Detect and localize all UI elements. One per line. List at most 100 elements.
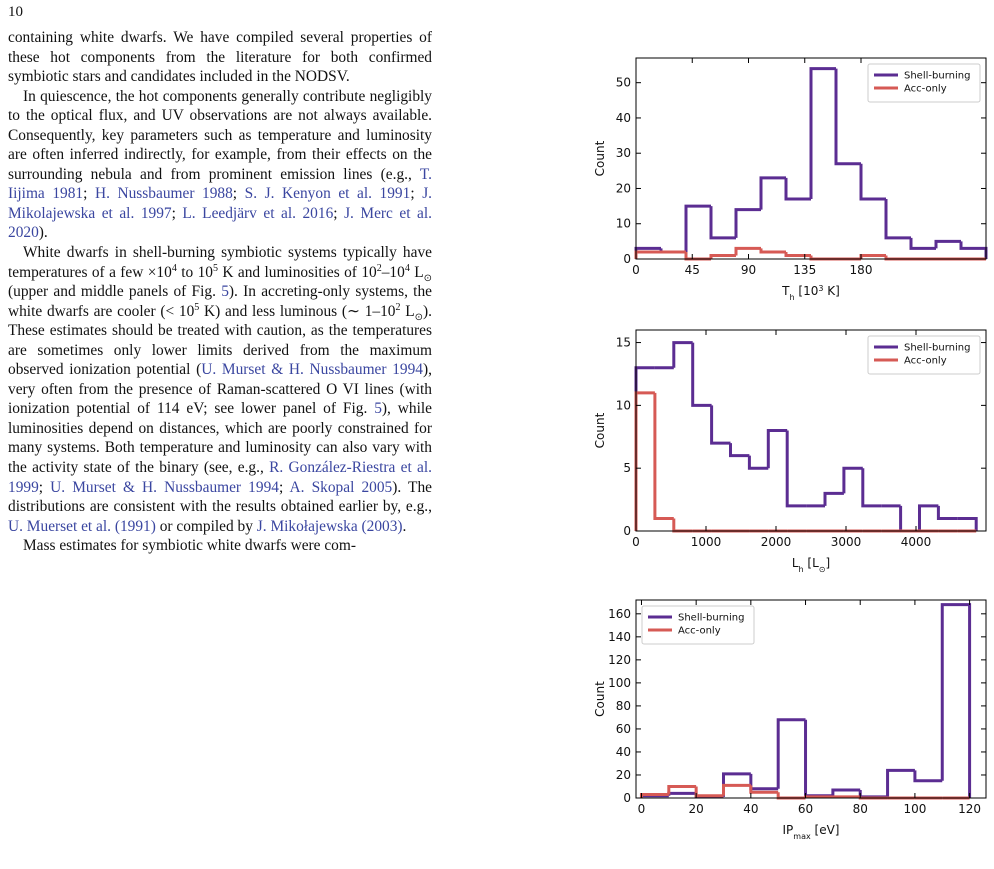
y-tick-label: 120 — [608, 653, 631, 667]
y-tick-label: 100 — [608, 676, 631, 690]
y-tick-label: 0 — [623, 252, 631, 266]
text-run: ; — [38, 478, 51, 496]
text-run: 5 — [194, 301, 200, 313]
text-run: ; — [83, 185, 95, 203]
citation[interactable]: 5 — [374, 400, 382, 418]
histogram-step — [957, 516, 978, 531]
y-tick-label: 140 — [608, 630, 631, 644]
histogram-step — [809, 255, 836, 261]
histogram-step — [734, 208, 761, 238]
histogram-step — [823, 491, 844, 506]
y-axis-label: Count — [593, 140, 607, 176]
text-run: containing white dwarfs. We have compile… — [8, 29, 432, 86]
histogram-step — [672, 341, 693, 368]
x-axis-label-part: h — [790, 293, 795, 302]
histogram-step — [884, 199, 911, 240]
citation[interactable]: A. Skopal 2005 — [289, 478, 393, 496]
x-axis-label-part: IP — [783, 823, 794, 837]
legend: Shell-burning Acc-only — [867, 335, 981, 375]
histogram-step — [759, 248, 786, 254]
x-axis-label-part: [10 — [795, 284, 819, 298]
text-run: ), very often from the presence of Raman… — [8, 361, 432, 418]
x-tick-label: 135 — [793, 263, 816, 277]
citation[interactable]: L. Leedjärv et al. 2016 — [182, 204, 334, 222]
x-tick-label: 0 — [632, 263, 640, 277]
text-run: White dwarfs in shell-burning symbiotic … — [8, 244, 432, 281]
citation[interactable]: U. Murset & H. Nussbaumer 1994 — [201, 361, 423, 379]
y-tick-label: 40 — [616, 745, 631, 759]
histogram-step — [804, 719, 833, 798]
citation[interactable]: J. Mikołajewska (2003) — [256, 517, 403, 535]
histogram-step — [785, 430, 807, 508]
citation[interactable]: T. Iijima 1981 — [8, 165, 432, 203]
x-axis-label-part: max — [793, 832, 811, 841]
histogram-step — [694, 786, 724, 798]
y-tick-label: 50 — [616, 76, 631, 90]
histogram-step — [909, 237, 936, 250]
text-run: ; — [232, 185, 245, 203]
x-tick-label: 0 — [638, 802, 646, 816]
text-run: . — [402, 517, 407, 535]
x-axis-label-part: h — [799, 565, 804, 574]
histogram-step — [653, 392, 674, 520]
histogram-step — [784, 177, 811, 201]
text-run: (upper and middle panels of Fig. — [8, 283, 222, 301]
histogram-step — [884, 255, 911, 261]
x-axis-label-part: L — [792, 556, 799, 570]
text-run: –10 — [381, 263, 405, 281]
x-tick-label: 45 — [685, 263, 700, 277]
citation[interactable]: U. Murset & H. Nussbaumer 1994 — [50, 478, 279, 496]
y-tick-label: 10 — [616, 217, 631, 231]
legend-label: Shell-burning — [904, 71, 970, 82]
text-run: 2 — [395, 301, 401, 313]
histogram-step — [859, 253, 886, 259]
citation[interactable]: S. J. Kenyon et al. 1991 — [244, 185, 411, 203]
histogram-step — [809, 67, 836, 200]
x-tick-label: 180 — [850, 263, 873, 277]
legend-label: Shell-burning — [678, 613, 744, 624]
x-axis-label: IPmax [eV] — [783, 823, 840, 841]
citation[interactable]: H. Nussbaumer 1988 — [94, 185, 233, 203]
x-tick-label: 100 — [903, 802, 926, 816]
x-tick-label: 20 — [689, 802, 704, 816]
x-tick-label: 80 — [853, 802, 868, 816]
text-run: or compiled by — [155, 517, 257, 535]
histogram-step — [734, 246, 761, 256]
text-run: 5 — [212, 262, 218, 274]
citation[interactable]: U. Muerset et al. (1991) — [8, 517, 156, 535]
x-axis-label-part: ] — [825, 556, 830, 570]
x-tick-label: 40 — [743, 802, 758, 816]
plot-frame — [635, 57, 987, 260]
x-axis-label-part: K] — [823, 284, 839, 298]
histogram-step — [729, 443, 750, 458]
text-run: ; — [278, 478, 290, 496]
citation[interactable]: J. Mikolajewska et al. 1997 — [8, 185, 433, 222]
histogram-step — [934, 239, 961, 249]
y-axis-label: Count — [593, 681, 607, 717]
histogram-step — [842, 466, 863, 494]
x-axis-label: Th [103 K] — [781, 284, 840, 302]
x-tick-label: 0 — [632, 535, 640, 549]
citation[interactable]: J. Merc et al. 2020 — [8, 204, 432, 242]
paragraph: In quiescence, the hot components genera… — [8, 87, 432, 243]
histogram-step — [861, 468, 882, 508]
text-run: 2 — [376, 262, 382, 274]
y-tick-label: 20 — [616, 181, 631, 195]
histogram-step — [722, 783, 751, 796]
text-run: 4 — [171, 262, 177, 274]
y-tick-label: 30 — [616, 146, 631, 160]
citation[interactable]: R. González-Riestra et al. 1999 — [8, 459, 432, 496]
text-run: ). In accreting-only systems, the white … — [8, 283, 432, 320]
body-text: containing white dwarfs. We have compile… — [8, 28, 432, 556]
citation[interactable]: 5 — [221, 283, 229, 301]
text-run: In quiescence, the hot components genera… — [8, 87, 432, 183]
histogram-step — [684, 204, 711, 252]
histogram-step — [834, 68, 861, 166]
legend-label: Acc-only — [678, 626, 721, 637]
x-axis-label-part: [eV] — [811, 823, 840, 837]
histogram-step — [766, 429, 788, 469]
y-tick-label: 80 — [616, 699, 631, 713]
y-tick-label: 20 — [616, 768, 631, 782]
legend-label: Shell-burning — [904, 343, 970, 354]
